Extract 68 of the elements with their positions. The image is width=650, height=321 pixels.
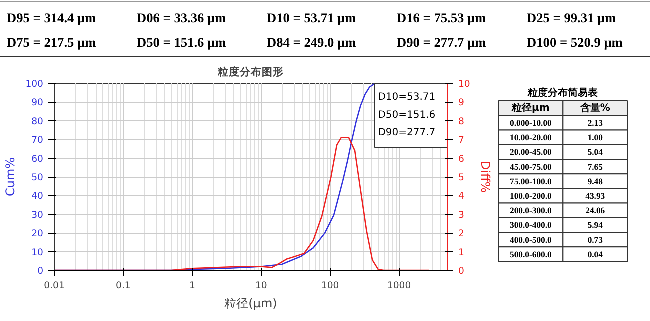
data-label: 5.94 bbox=[588, 220, 604, 230]
y-tick-label: 30 bbox=[32, 210, 44, 221]
y-tick-label: 50 bbox=[32, 172, 44, 184]
x-tick-label: 1 bbox=[189, 280, 196, 292]
y2-tick-label: 10 bbox=[458, 79, 470, 90]
y-tick-label: 10 bbox=[32, 247, 44, 258]
y2-tick-label: 6 bbox=[458, 154, 464, 165]
data-label: 5.04 bbox=[588, 147, 604, 158]
text: D10 = 53.71 μm bbox=[267, 10, 356, 26]
annotation: D10=53.71 bbox=[378, 92, 436, 104]
data-label: 0.73 bbox=[588, 234, 604, 245]
y2-tick-label: 0 bbox=[458, 266, 464, 277]
data-label: 43.93 bbox=[586, 190, 606, 201]
chart-title: 粒度分布图形 bbox=[217, 66, 284, 78]
y-tick-label: 20 bbox=[32, 228, 44, 240]
annotation: D90=277.7 bbox=[378, 128, 436, 139]
y2-tick-label: 8 bbox=[458, 116, 464, 128]
text: D95 = 314.4 μm bbox=[7, 10, 96, 26]
data-label: 1.00 bbox=[588, 132, 603, 143]
y-tick-label: 80 bbox=[32, 116, 44, 128]
y-tick-label: 100 bbox=[26, 79, 44, 90]
category-label: 75.00-100.0 bbox=[510, 176, 552, 186]
x-tick-label: 10 bbox=[255, 280, 268, 292]
y2-tick-label: 3 bbox=[458, 210, 464, 221]
y2-tick-label: 5 bbox=[458, 172, 464, 184]
data-label: 9.48 bbox=[588, 176, 604, 186]
category-label: 0.000-10.00 bbox=[510, 118, 552, 128]
text: D16 = 75.53 μm bbox=[397, 10, 486, 26]
category-label: 10.00-20.00 bbox=[510, 132, 552, 143]
y2-tick-label: 4 bbox=[458, 191, 464, 202]
x-tick-label: 0.1 bbox=[116, 280, 131, 292]
y2-tick-label: 2 bbox=[458, 228, 464, 240]
data-label: 0.04 bbox=[588, 249, 604, 260]
x-tick-label: 0.01 bbox=[44, 280, 65, 292]
category-label: 400.0-500.0 bbox=[510, 234, 552, 245]
text: D06 = 33.36 μm bbox=[137, 10, 226, 26]
y-tick-label: 40 bbox=[32, 191, 44, 202]
text: D75 = 217.5 μm bbox=[7, 35, 96, 50]
y-tick-label: 0 bbox=[38, 266, 44, 277]
y-tick-label: 90 bbox=[32, 98, 44, 109]
x-tick-label: 1000 bbox=[387, 280, 412, 292]
y-tick-label: 70 bbox=[32, 135, 44, 146]
category-label: 45.00-75.00 bbox=[510, 162, 552, 172]
category-label: 20.00-45.00 bbox=[510, 147, 552, 158]
data-label: 24.06 bbox=[586, 206, 606, 216]
y-tick-label: 60 bbox=[32, 154, 44, 165]
text: D50 = 151.6 μm bbox=[137, 35, 226, 50]
category-label: 100.0-200.0 bbox=[510, 190, 552, 201]
x-tick-label: 100 bbox=[321, 280, 340, 292]
text: D100 = 520.9 μm bbox=[527, 35, 623, 50]
y2-tick-label: 7 bbox=[458, 135, 464, 146]
text: D90 = 277.7 μm bbox=[397, 35, 486, 50]
category-label: 200.0-300.0 bbox=[510, 206, 552, 216]
category-label: 500.0-600.0 bbox=[510, 249, 552, 260]
data-label: 2.13 bbox=[588, 118, 604, 128]
annotation: D50=151.6 bbox=[378, 110, 436, 121]
text: D25 = 99.31 μm bbox=[527, 10, 616, 26]
y2-tick-label: 1 bbox=[458, 247, 464, 258]
y-axis-title: Cum% bbox=[4, 157, 18, 197]
text: D84 = 249.0 μm bbox=[267, 35, 356, 50]
data-label: 7.65 bbox=[588, 162, 604, 172]
text: 含量% bbox=[579, 102, 610, 114]
y2-tick-label: 9 bbox=[458, 98, 464, 109]
text: 粒度分布简易表 bbox=[527, 87, 600, 100]
x-axis-title: 粒径(μm) bbox=[224, 296, 278, 310]
category-label: 300.0-400.0 bbox=[510, 220, 552, 230]
text: 粒径μm bbox=[511, 102, 550, 114]
y2-axis-title: Diff% bbox=[478, 160, 492, 194]
